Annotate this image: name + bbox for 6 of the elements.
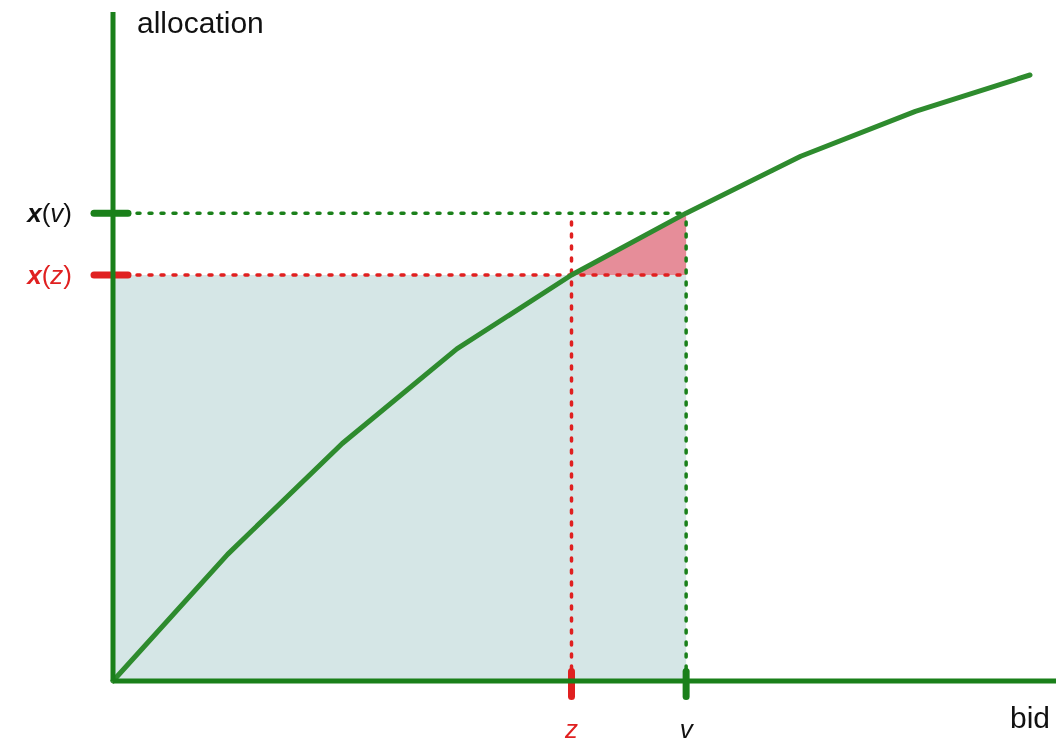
- x-axis-title: bid: [1010, 701, 1051, 734]
- ref-line-label: x(v): [25, 198, 72, 229]
- y-axis-title: allocation: [137, 6, 264, 39]
- x-tick-label: z: [564, 714, 578, 744]
- ref-line-label: x(z): [25, 259, 72, 290]
- x-tick-label: v: [679, 714, 695, 744]
